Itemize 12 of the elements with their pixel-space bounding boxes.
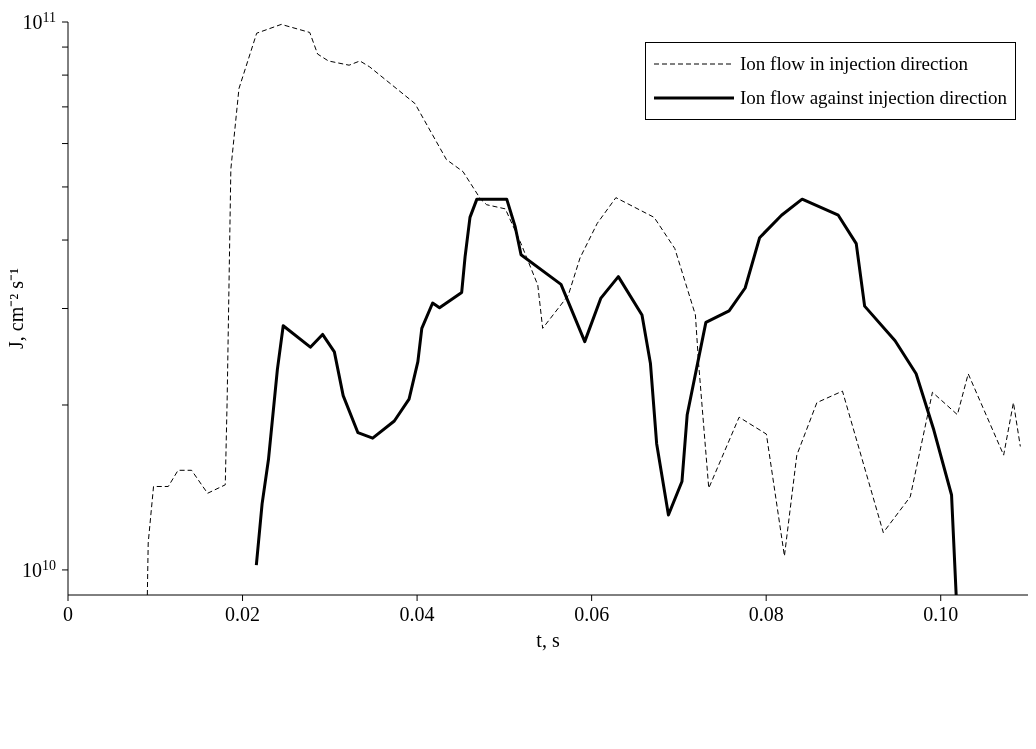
x-tick-label: 0.06 — [574, 603, 610, 625]
legend-label: Ion flow against injection direction — [740, 87, 1007, 109]
x-tick-label: 0.10 — [923, 603, 959, 625]
x-tick-label: 0.04 — [399, 603, 435, 625]
x-axis-title: t, s — [536, 629, 560, 651]
y-tick-label: 10$^{11}$ — [22, 9, 56, 33]
legend-label: Ion flow in injection direction — [740, 53, 968, 75]
x-tick-label: 0 — [63, 603, 73, 625]
y-axis-title: J, cm⁻² s⁻¹ — [5, 268, 28, 349]
y-tick-label: 10$^{10}$ — [22, 557, 56, 581]
x-tick-label: 0.08 — [748, 603, 784, 625]
x-tick-label: 0.02 — [225, 603, 261, 625]
